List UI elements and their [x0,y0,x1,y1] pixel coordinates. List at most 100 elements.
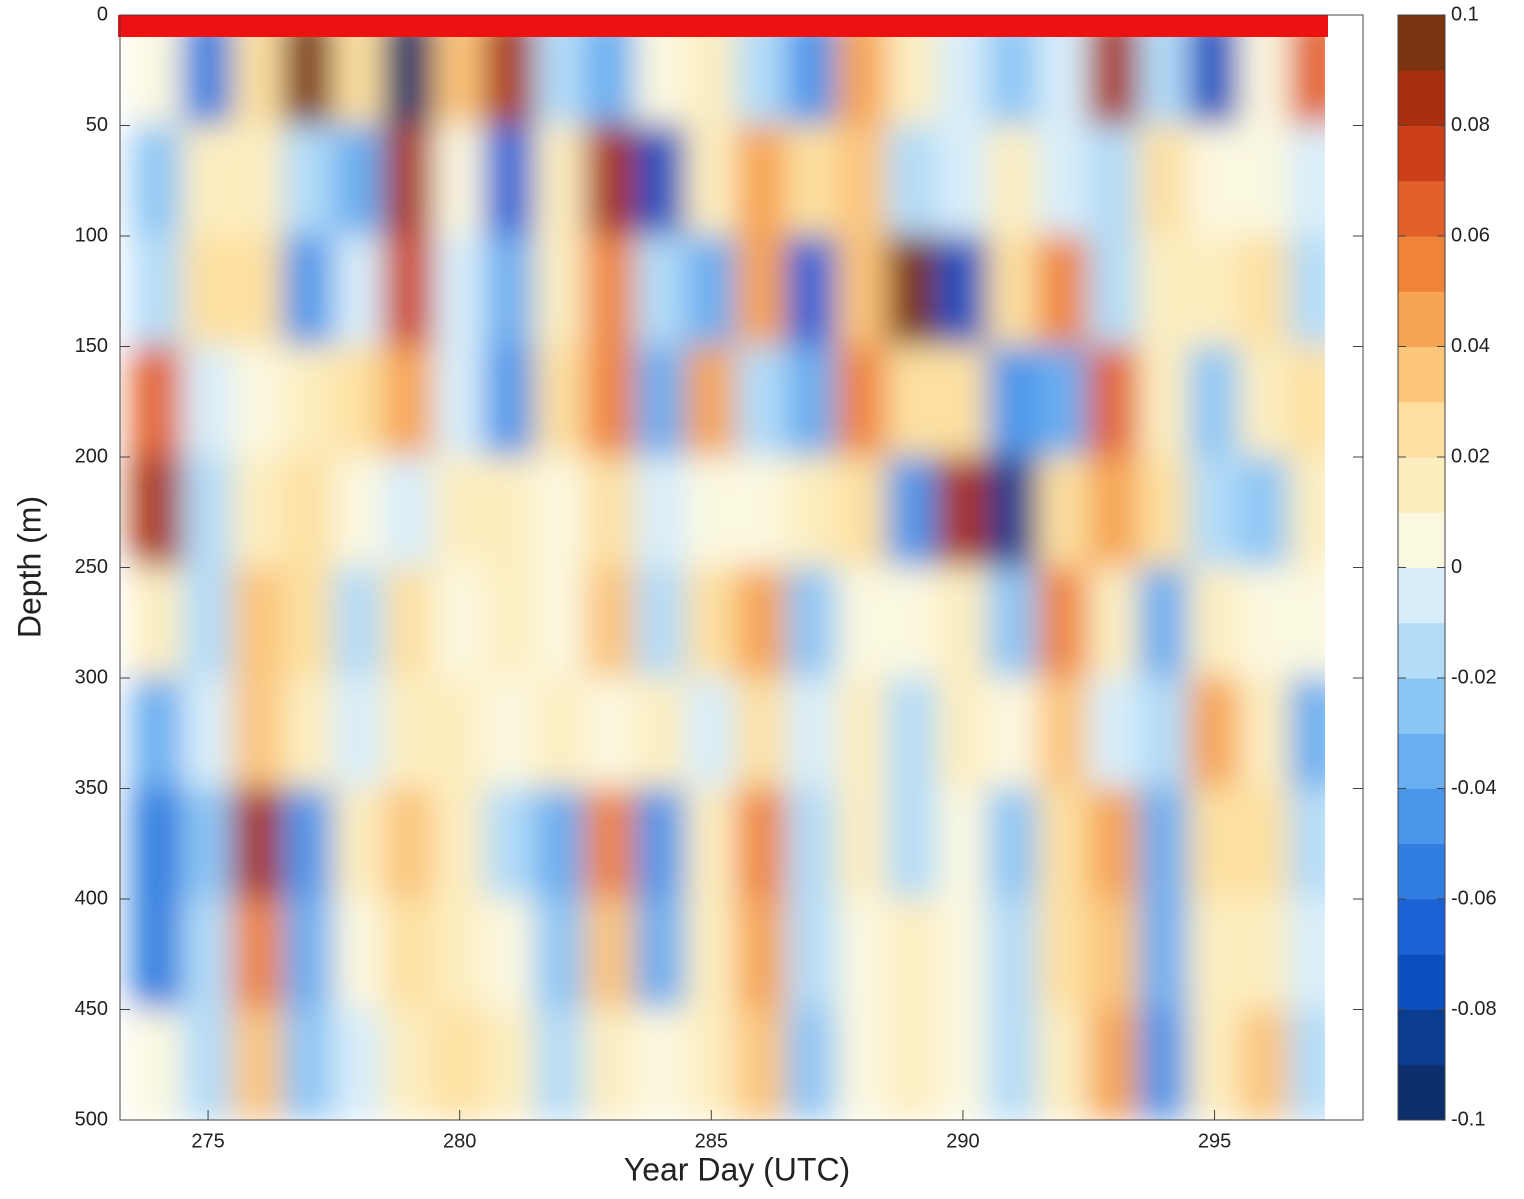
contour-cell [836,124,889,237]
contour-cell [936,456,990,569]
contour-cell [1238,898,1292,1011]
contour-cell [1188,566,1241,679]
contour-cell [383,566,436,679]
contour-cell [131,677,184,790]
contour-cell [987,124,1040,237]
contour-cell [1037,1008,1090,1120]
contour-cell [1037,566,1090,679]
contour-cell [634,677,688,790]
contour-cell [332,787,386,900]
contour-cell [383,456,436,569]
contour-cell [1037,345,1090,458]
contour-cell [836,566,889,679]
contour-cell [534,787,587,900]
contour-cell [1138,1008,1191,1120]
contour-cell [987,898,1040,1011]
y-tick-label: 500 [75,1108,108,1130]
contour-cell [483,566,537,679]
contour-cell [282,456,335,569]
contour-cell [232,235,285,348]
contour-cell [1138,898,1191,1011]
contour-cell [584,456,637,569]
contour-cell [1238,566,1292,679]
contour-cell [1138,787,1191,900]
contour-cell [1289,787,1325,900]
contour-cell [383,235,436,348]
colorbar-band [1398,457,1445,513]
contour-cell [936,235,990,348]
contour-cell [483,787,537,900]
contour-cell [936,677,990,790]
contour-cell [634,898,688,1011]
contour-cell [534,235,587,348]
colorbar-tick-label: 0 [1451,556,1462,578]
contour-cell [232,566,285,679]
colorbar-band [1398,1064,1445,1121]
contour-cell [836,898,889,1011]
contour-cell [433,1008,486,1120]
contour-cell [1037,677,1090,790]
contour-cell [332,898,386,1011]
contour-cell [634,235,688,348]
y-tick-label: 400 [75,887,108,909]
contour-cell [886,898,939,1011]
contour-cell [232,456,285,569]
contour-cell [181,787,235,900]
contour-cell [936,566,990,679]
contour-cell [131,566,184,679]
contour-cell [1289,1008,1325,1120]
contour-cell [785,124,839,237]
contour-cell [987,566,1040,679]
contour-cell [886,235,939,348]
x-tick-label: 275 [191,1130,224,1152]
y-tick-label: 450 [75,998,108,1020]
contour-cell [584,1008,637,1120]
contour-cell [735,456,788,569]
contour-cell [433,677,486,790]
colorbar-band [1398,180,1445,237]
contour-cell [1289,235,1325,348]
contour-cell [1037,898,1090,1011]
contour-cell [433,456,486,569]
y-tick-label: 0 [97,3,108,25]
contour-cell [332,124,386,237]
contour-cell [584,787,637,900]
colorbar-band [1398,843,1445,900]
contour-cell [483,898,537,1011]
contour-cell [1087,1008,1141,1120]
contour-cell [685,787,738,900]
contour-cell [1037,235,1090,348]
contour-cell [735,677,788,790]
y-tick-label: 50 [86,114,108,136]
contour-cell [282,898,335,1011]
contour-cell [1238,235,1292,348]
contour-cell [1289,677,1325,790]
colorbar-band [1398,622,1445,679]
contour-cell [685,898,738,1011]
contour-cell [886,1008,939,1120]
contour-cell [433,566,486,679]
contour-cell [886,124,939,237]
contour-cell [483,1008,537,1120]
contour-cell [936,124,990,237]
contour-cell [785,456,839,569]
contour-cell [232,787,285,900]
contour-cell [634,1008,688,1120]
contour-cell [685,124,738,237]
contour-cell [584,898,637,1011]
contour-cell [332,1008,386,1120]
contour-cell [534,456,587,569]
contour-cell [181,898,235,1011]
contour-cell [987,787,1040,900]
contour-cell [332,345,386,458]
contour-cell [1238,124,1292,237]
contour-cell [483,235,537,348]
contour-cell [584,124,637,237]
contour-cell [1087,456,1141,569]
colorbar-band [1398,678,1445,734]
y-tick-label: 350 [75,777,108,799]
contour-cell [735,124,788,237]
contour-cell [1289,124,1325,237]
contour-cell [181,235,235,348]
